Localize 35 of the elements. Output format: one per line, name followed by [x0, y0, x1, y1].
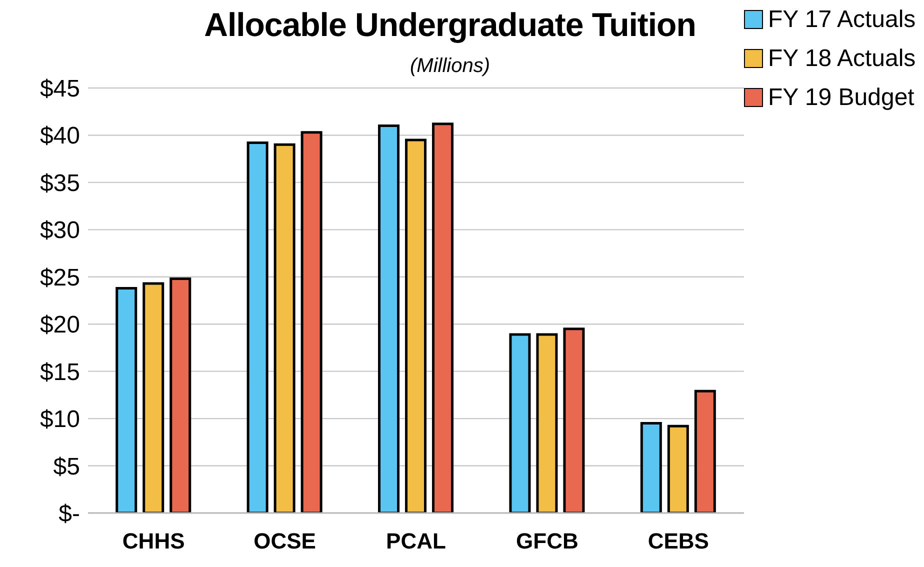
- y-tick-label: $25: [40, 264, 80, 292]
- x-tick-label: PCAL: [386, 528, 446, 554]
- bar: [432, 122, 454, 513]
- bar: [405, 138, 427, 513]
- y-tick-label: $30: [40, 217, 80, 244]
- chart-title: Allocable Undergraduate Tuition: [203, 6, 697, 44]
- bar: [300, 131, 322, 513]
- legend-label: FY 19 Budget: [768, 84, 914, 112]
- bar: [142, 282, 164, 513]
- bar: [378, 124, 400, 513]
- y-tick-label: $40: [40, 122, 80, 150]
- x-tick-label: OCSE: [254, 528, 316, 554]
- y-tick-label: $5: [53, 453, 80, 480]
- y-tick-label: $15: [40, 358, 80, 386]
- bar: [274, 143, 296, 513]
- legend-label: FY 17 Actuals: [768, 6, 916, 34]
- y-tick-label: $20: [40, 312, 80, 339]
- legend-label: FY 18 Actuals: [768, 44, 916, 72]
- bar: [509, 333, 531, 513]
- bar: [563, 328, 585, 513]
- bar: [170, 278, 192, 513]
- bar: [246, 142, 268, 513]
- x-tick-label: GFCB: [516, 528, 578, 554]
- bar: [694, 390, 716, 513]
- x-tick-label: CHHS: [122, 528, 185, 554]
- bar: [116, 286, 138, 513]
- bar: [667, 424, 689, 513]
- y-tick-label: $45: [40, 76, 80, 103]
- bar: [640, 422, 662, 513]
- y-tick-label: $-: [58, 500, 80, 528]
- y-tick-label: $35: [40, 170, 80, 197]
- chart-subtitle: (Millions): [409, 55, 491, 78]
- y-tick-label: $10: [40, 406, 80, 434]
- bar: [536, 333, 558, 513]
- x-tick-label: CEBS: [648, 528, 709, 554]
